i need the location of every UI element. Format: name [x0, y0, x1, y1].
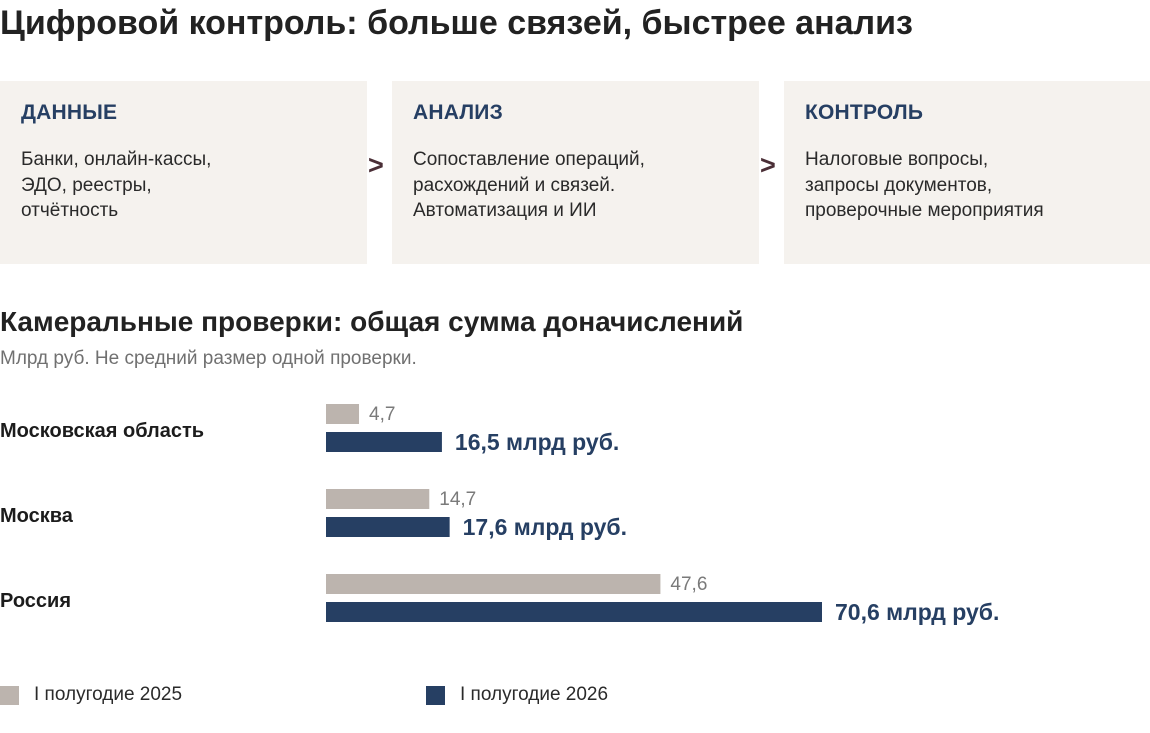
chart-title: Камеральные проверки: общая сумма доначи…	[0, 306, 744, 337]
data-label: 70,6 млрд руб.	[835, 599, 999, 625]
flow-card-title: ДАННЫЕ	[21, 101, 118, 124]
legend-label: I полугодие 2026	[460, 684, 609, 705]
flow-card-text: Сопоставление операций, расхождений и св…	[413, 149, 645, 221]
data-label: 14,7	[439, 489, 476, 510]
flow-card-control: КОНТРОЛЬ Налоговые вопросы, запросы доку…	[784, 81, 1150, 264]
legend-item-2025: I полугодие 2025	[0, 683, 182, 707]
category-label: Россия	[0, 590, 71, 612]
bar-2025	[326, 404, 360, 424]
category-label: Москва	[0, 505, 74, 527]
flow-card-data: ДАННЫЕ Банки, онлайн-кассы, ЭДО, реестры…	[0, 81, 367, 264]
data-label: 47,6	[670, 574, 707, 595]
legend-label: I полугодие 2025	[34, 684, 183, 705]
flow-card-title: КОНТРОЛЬ	[805, 101, 924, 124]
flow-arrow-icon: >	[368, 150, 384, 180]
flow-card-text: Налоговые вопросы, запросы документов, п…	[805, 149, 1044, 221]
flow-card-analysis: АНАЛИЗ Сопоставление операций, расхожден…	[392, 81, 759, 264]
legend-item-2026: I полугодие 2026	[426, 683, 608, 707]
legend-swatch-2026	[426, 685, 445, 705]
category-label: Московская область	[0, 420, 204, 442]
chart-subtitle: Млрд руб. Не средний размер одной провер…	[0, 348, 417, 369]
page-title: Цифровой контроль: больше связей, быстре…	[0, 4, 913, 42]
bar-2025	[326, 574, 661, 594]
data-label: 4,7	[369, 404, 395, 425]
data-label: 16,5 млрд руб.	[455, 429, 619, 455]
legend-swatch-2025	[0, 685, 19, 705]
bar-2026	[326, 432, 442, 452]
flow-arrow-icon: >	[760, 150, 776, 180]
bar-2026	[326, 602, 822, 622]
flow-card-text: Банки, онлайн-кассы, ЭДО, реестры, отчёт…	[21, 149, 212, 221]
flow-card-title: АНАЛИЗ	[413, 101, 503, 124]
bar-2026	[326, 517, 450, 537]
data-label: 17,6 млрд руб.	[463, 514, 627, 540]
bar-2025	[326, 489, 430, 509]
